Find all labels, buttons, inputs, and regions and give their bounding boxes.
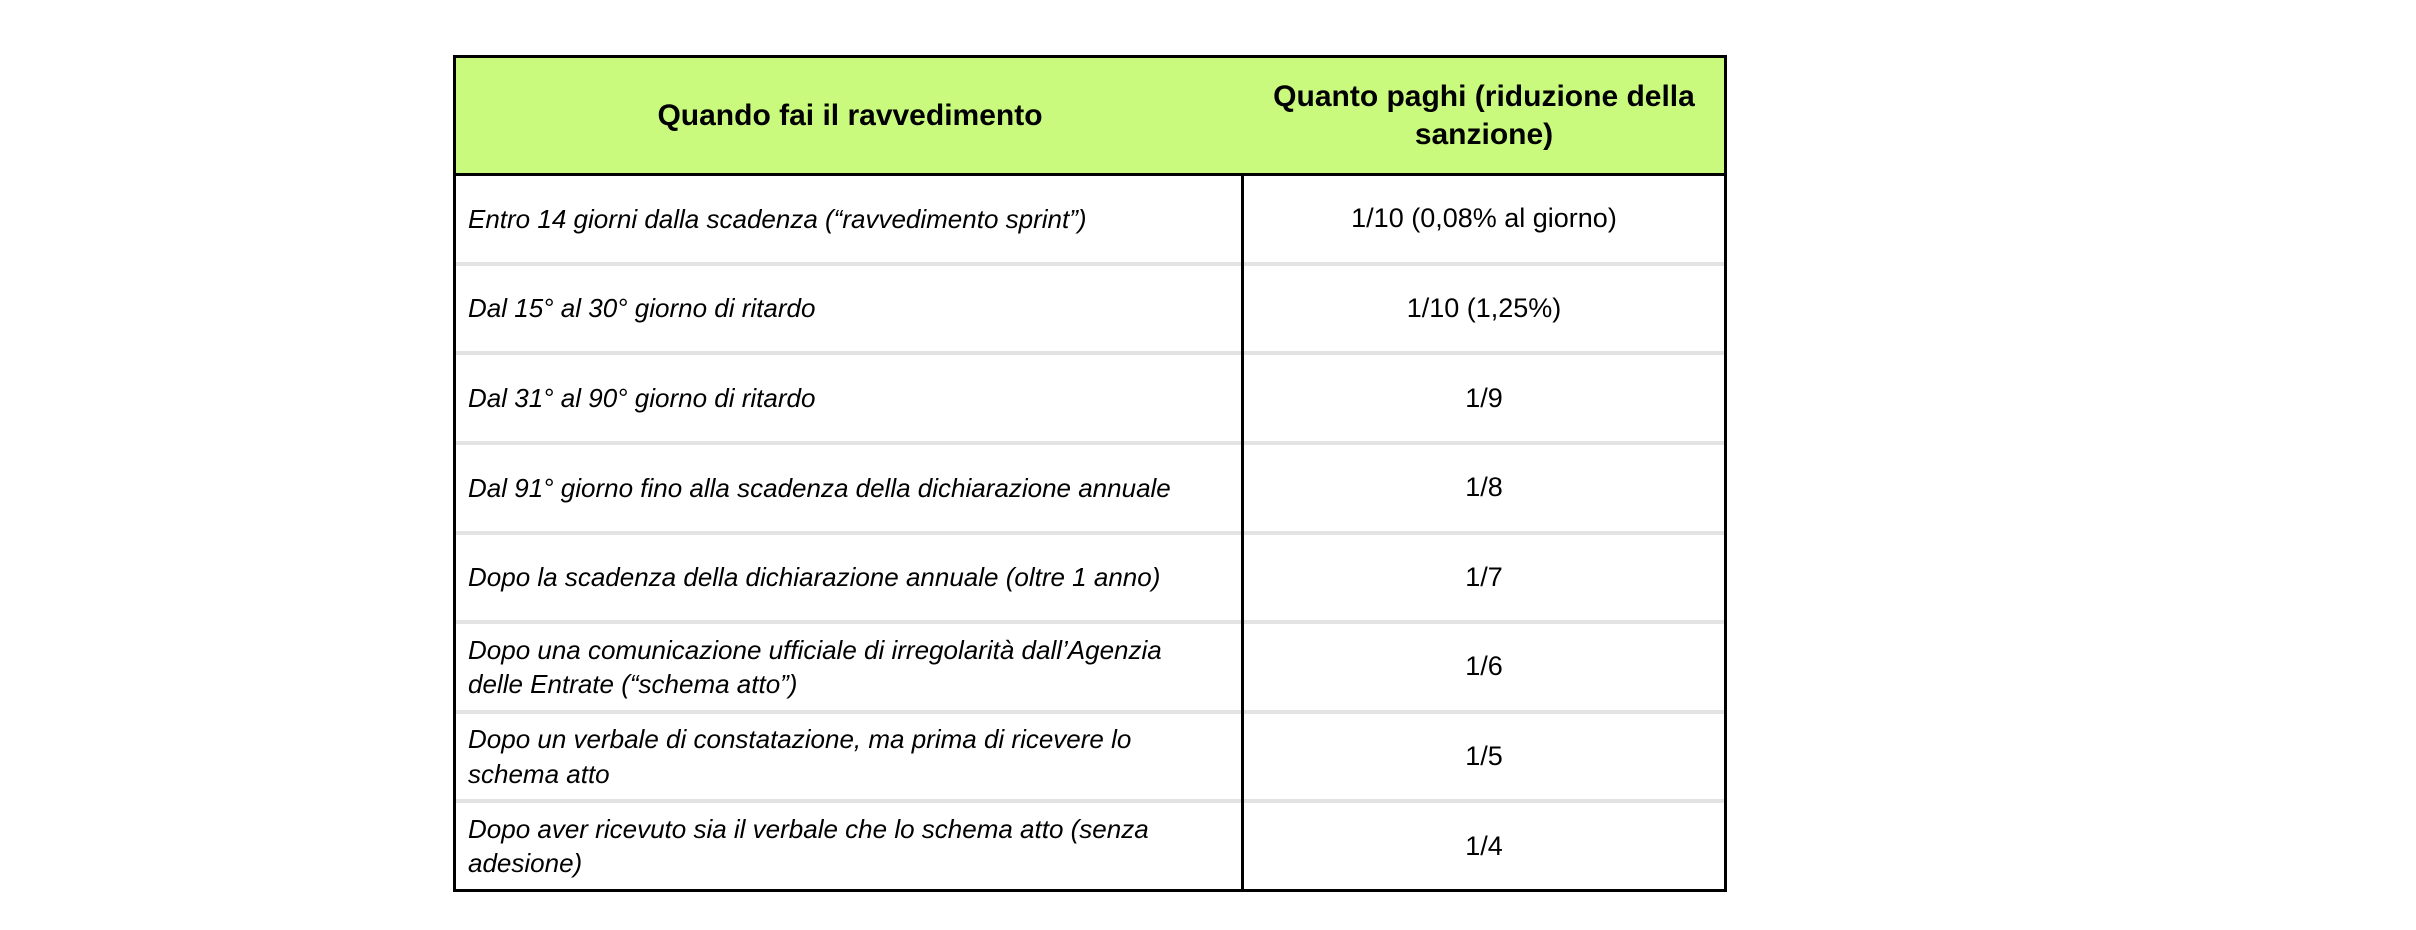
- table-row: Dal 15° al 30° giorno di ritardo 1/10 (1…: [456, 261, 1724, 352]
- pay-cell: 1/9: [1465, 382, 1503, 413]
- table-row: Dopo una comunicazione ufficiale di irre…: [456, 620, 1724, 710]
- pay-cell: 1/4: [1465, 830, 1503, 861]
- pay-cell: 1/6: [1465, 651, 1503, 682]
- pay-cell: 1/10 (0,08% al giorno): [1351, 203, 1617, 234]
- column-divider: [1241, 176, 1244, 889]
- table-row: Dopo la scadenza della dichiarazione ann…: [456, 530, 1724, 621]
- when-cell: Entro 14 giorni dalla scadenza (“ravvedi…: [468, 203, 1087, 234]
- header-cell-when: Quando fai il ravvedimento: [657, 98, 1043, 132]
- table-header-row: Quando fai il ravvedimento Quanto paghi …: [456, 58, 1724, 176]
- table-row: Dal 31° al 90° giorno di ritardo 1/9: [456, 351, 1724, 441]
- when-cell: Dal 91° giorno fino alla scadenza della …: [468, 472, 1171, 503]
- when-cell: Dopo la scadenza della dichiarazione ann…: [468, 562, 1161, 593]
- pay-cell: 1/8: [1465, 472, 1503, 503]
- table-row: Entro 14 giorni dalla scadenza (“ravvedi…: [456, 176, 1724, 262]
- table-body: Entro 14 giorni dalla scadenza (“ravvedi…: [456, 176, 1724, 889]
- pay-cell: 1/5: [1465, 741, 1503, 772]
- when-cell: Dopo un verbale di constatazione, ma pri…: [468, 724, 1132, 789]
- when-cell: Dopo aver ricevuto sia il verbale che lo…: [468, 813, 1149, 879]
- table-row: Dopo aver ricevuto sia il verbale che lo…: [456, 799, 1724, 889]
- ravvedimento-table: Quando fai il ravvedimento Quanto paghi …: [453, 55, 1727, 892]
- when-cell: Dal 31° al 90° giorno di ritardo: [468, 382, 816, 413]
- pay-cell: 1/7: [1465, 561, 1503, 592]
- table-row: Dopo un verbale di constatazione, ma pri…: [456, 709, 1724, 800]
- header-cell-pay: Quanto paghi (riduzione della sanzione): [1273, 80, 1695, 151]
- when-cell: Dal 15° al 30° giorno di ritardo: [468, 293, 816, 324]
- when-cell: Dopo una comunicazione ufficiale di irre…: [468, 634, 1162, 699]
- pay-cell: 1/10 (1,25%): [1406, 292, 1562, 323]
- table-row: Dal 91° giorno fino alla scadenza della …: [456, 440, 1724, 531]
